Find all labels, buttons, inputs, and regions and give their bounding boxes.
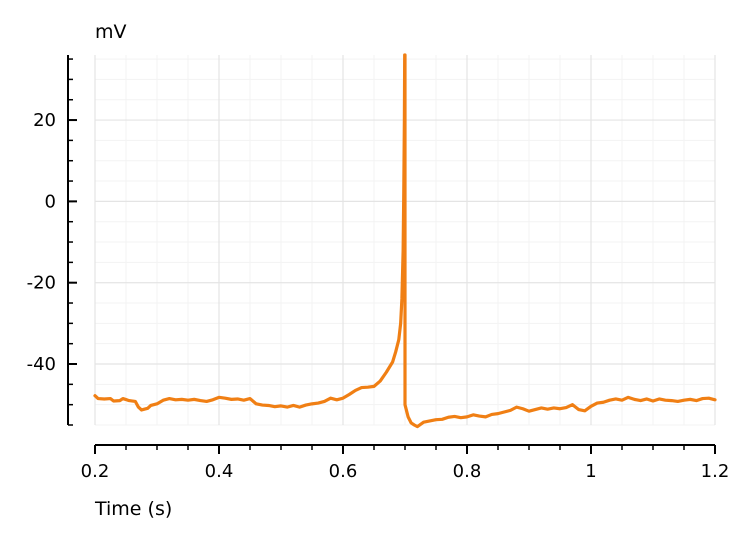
x-axis-title: Time (s) [94,498,172,520]
y-axis-unit-label: mV [95,21,127,43]
x-tick-label: 0.8 [453,461,482,482]
x-tick-label: 1.2 [701,461,730,482]
x-tick-label: 0.4 [205,461,234,482]
x-tick-label: 0.6 [329,461,358,482]
x-axis: 0.2 0.4 0.6 0.8 1 1.2 [81,444,730,482]
y-tick-label: 20 [33,110,56,131]
x-tick-label: 0.2 [81,461,110,482]
x-tick-label: 1 [585,461,596,482]
series-layer [93,53,717,429]
voltage-trace-line [93,53,717,429]
y-axis: 20 0 -20 -40 [27,55,77,426]
y-tick-label: 0 [45,191,56,212]
y-tick-label: -40 [27,354,56,375]
y-tick-label: -20 [27,273,56,294]
